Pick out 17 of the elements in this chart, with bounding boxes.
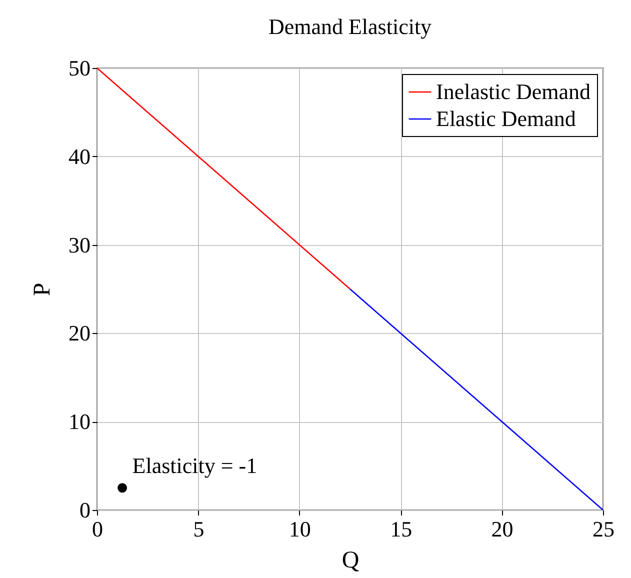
y-tick-label: 0: [80, 498, 90, 522]
y-tick-label: 20: [68, 320, 90, 346]
y-tick-label: 10: [68, 409, 90, 434]
legend-label: Elastic Demand: [436, 106, 576, 131]
x-tick-label: 25: [592, 516, 614, 542]
annotation: Elasticity = -1: [132, 452, 258, 478]
x-axis-title: Q: [342, 548, 360, 574]
y-tick-label: 40: [68, 144, 90, 169]
x-tick-label: 5: [193, 516, 204, 542]
chart-title: Demand Elasticity: [268, 14, 432, 39]
x-tick-label: 15: [390, 516, 412, 542]
y-tick-label: 50: [68, 56, 90, 80]
x-tick-label: 20: [491, 516, 514, 542]
x-tick-label: 10: [288, 516, 311, 542]
y-axis-title: P: [30, 282, 56, 296]
legend-label: Inelastic Demand: [436, 79, 591, 104]
y-tick-label: 30: [68, 232, 90, 258]
